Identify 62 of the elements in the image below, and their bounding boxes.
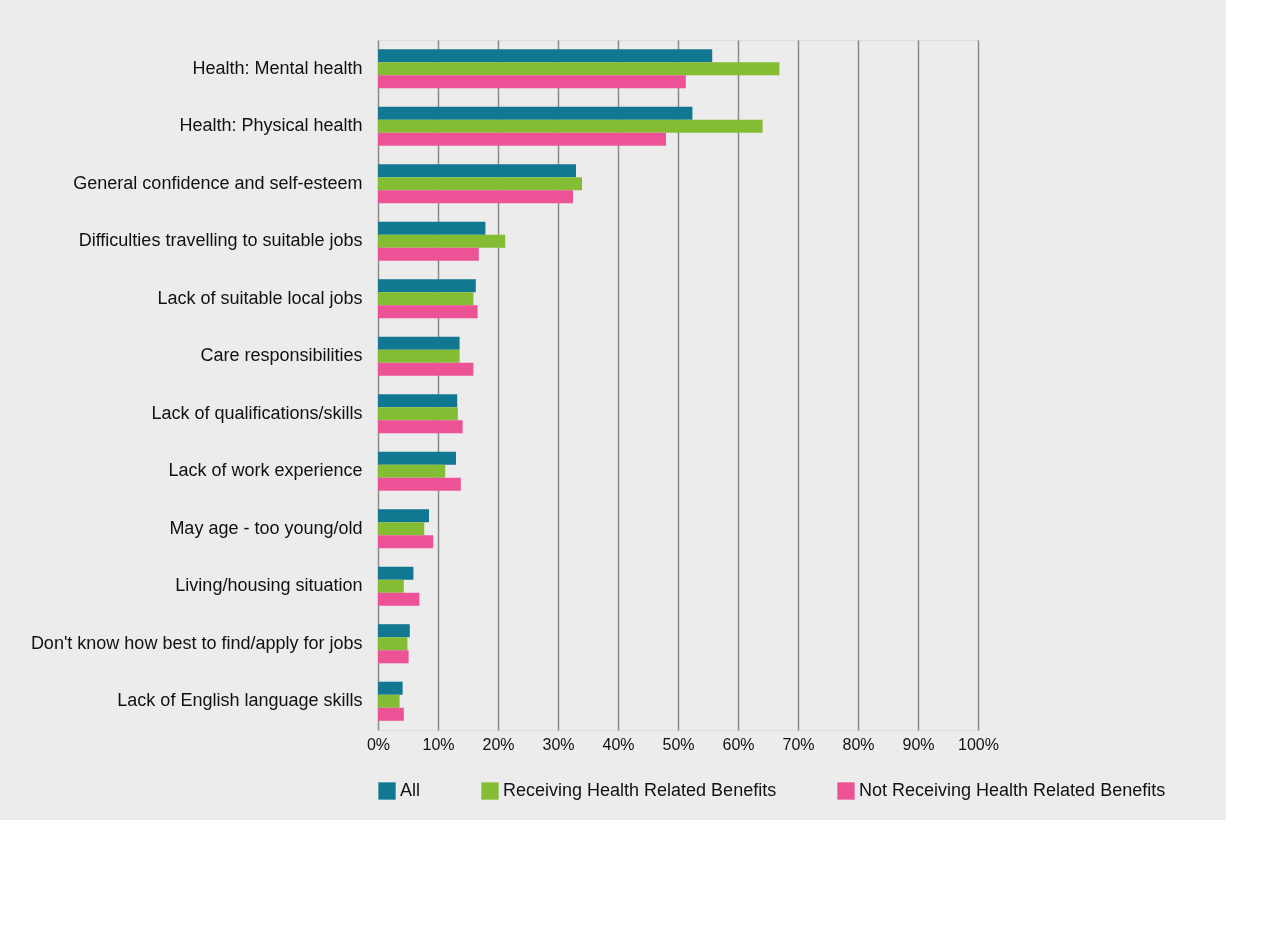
y-tick-label: Care responsibilities xyxy=(200,345,363,366)
bar xyxy=(378,132,666,146)
bar xyxy=(378,106,693,120)
bar xyxy=(378,394,458,408)
x-tick-label: 80% xyxy=(842,735,875,753)
x-tick-label: 40% xyxy=(602,735,635,753)
bar xyxy=(378,49,713,63)
bar xyxy=(378,694,400,708)
y-tick-label: Living/housing situation xyxy=(175,575,363,596)
bar xyxy=(378,707,404,721)
bar xyxy=(378,477,461,491)
x-tick-label: 90% xyxy=(902,735,935,753)
bar xyxy=(378,164,576,178)
y-tick-label: May age - too young/old xyxy=(169,517,363,538)
bar xyxy=(378,522,425,536)
bar xyxy=(378,637,408,651)
x-tick-label: 50% xyxy=(662,735,695,753)
bar xyxy=(378,509,429,523)
bar xyxy=(378,420,463,434)
legend-label: Receiving Health Related Benefits xyxy=(503,780,777,800)
bar xyxy=(378,464,446,478)
bar xyxy=(378,119,763,133)
bar xyxy=(378,566,414,580)
y-tick-label: Lack of suitable local jobs xyxy=(157,287,363,308)
bar xyxy=(378,190,573,204)
bar xyxy=(378,362,474,376)
bar xyxy=(378,451,456,465)
x-tick-label: 0% xyxy=(366,735,391,753)
x-tick-label: 60% xyxy=(722,735,755,753)
bar xyxy=(378,407,458,421)
bar xyxy=(378,305,478,319)
y-tick-label: General confidence and self-esteem xyxy=(73,172,363,193)
bar xyxy=(378,624,410,638)
y-tick-label: Difficulties travelling to suitable jobs xyxy=(78,230,363,251)
bar xyxy=(378,75,686,89)
bar xyxy=(378,349,460,363)
bar xyxy=(378,234,506,248)
bar xyxy=(378,292,474,306)
x-tick-label: 30% xyxy=(542,735,575,753)
bar xyxy=(378,336,460,350)
y-tick-label: Health: Mental health xyxy=(192,57,363,78)
x-tick-label: 70% xyxy=(782,735,815,753)
bar xyxy=(378,579,404,593)
bar xyxy=(378,62,780,76)
bar xyxy=(378,650,409,664)
bar xyxy=(378,592,420,606)
y-tick-label: Don't know how best to find/apply for jobs xyxy=(30,632,363,653)
bar xyxy=(378,247,479,261)
y-tick-label: Lack of English language skills xyxy=(117,690,363,711)
bar xyxy=(378,681,403,695)
legend-label: All xyxy=(400,780,421,800)
y-tick-label: Lack of work experience xyxy=(168,460,363,481)
legend-label: Not Receiving Health Related Benefits xyxy=(859,780,1166,800)
bar xyxy=(378,221,486,235)
x-tick-label: 100% xyxy=(958,735,999,753)
bar xyxy=(378,279,476,293)
y-tick-label: Health: Physical health xyxy=(179,115,363,136)
x-tick-label: 10% xyxy=(422,735,455,753)
y-tick-label: Lack of qualifications/skills xyxy=(151,402,363,423)
bar xyxy=(378,535,434,549)
bar xyxy=(378,177,582,191)
x-tick-label: 20% xyxy=(482,735,515,753)
